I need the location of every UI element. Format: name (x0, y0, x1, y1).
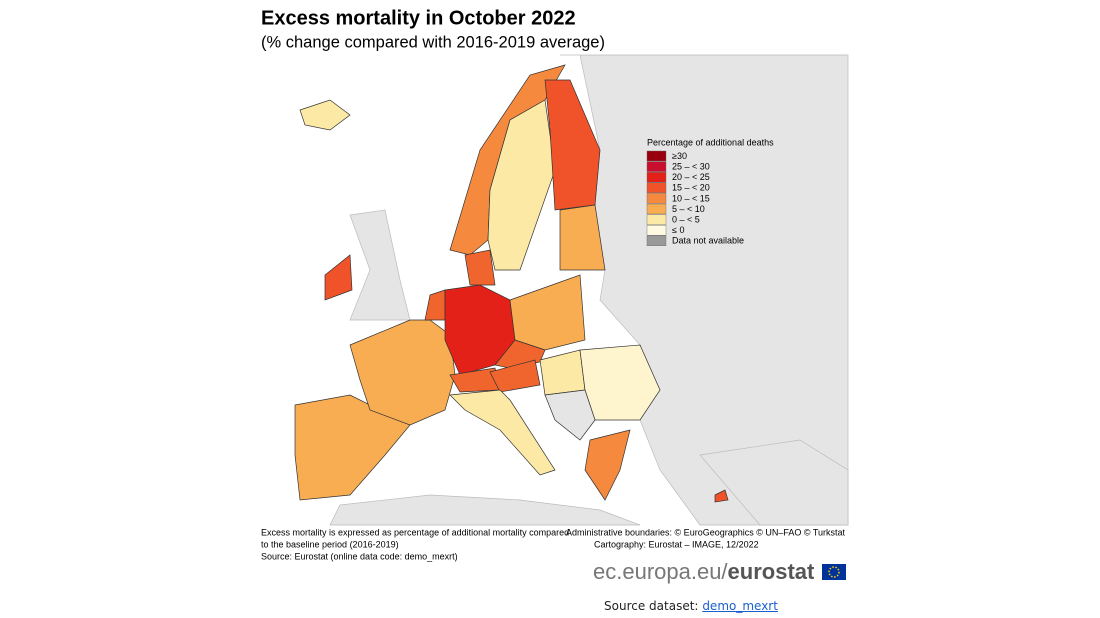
legend-swatch (646, 171, 667, 183)
legend-label: Data not available (672, 236, 744, 246)
legend-swatch (646, 182, 667, 194)
logo-domain: ec.europa.eu/ (593, 559, 728, 584)
note-line: Administrative boundaries: © EuroGeograp… (566, 527, 846, 537)
legend-label: 5 – < 10 (672, 204, 705, 214)
note-line: Source: Eurostat (online data code: demo… (261, 551, 458, 561)
legend-label: 25 – < 30 (672, 161, 710, 171)
legend-swatch (646, 161, 667, 172)
source: Source dataset: demo_mexrt (0, 599, 1100, 613)
source-link[interactable]: demo_mexrt (702, 599, 778, 613)
legend-label: 15 – < 20 (672, 183, 710, 193)
legend-label: ≤ 0 (672, 225, 684, 235)
legend-swatch (646, 203, 667, 215)
legend-label: 10 – < 15 (672, 193, 710, 203)
map-figure: Excess mortality in October 2022 (% chan… (261, 7, 849, 584)
note-line: to the baseline period (2016-2019) (261, 539, 399, 549)
legend-label: 0 – < 5 (672, 214, 700, 224)
eu-flag (822, 564, 846, 580)
legend-label: ≥30 (672, 151, 687, 161)
subtitle: (% change compared with 2016-2019 averag… (261, 33, 605, 51)
legend-swatch (646, 224, 667, 236)
note-line: Cartography: Eurostat – IMAGE, 12/2022 (594, 539, 759, 549)
legend-swatch (646, 214, 667, 225)
title: Excess mortality in October 2022 (261, 7, 576, 29)
note-line: Excess mortality is expressed as percent… (261, 527, 569, 537)
eu-stars (828, 566, 840, 578)
map (261, 54, 849, 526)
source-label: Source dataset: (604, 599, 699, 613)
notes: Excess mortality is expressed as percent… (261, 527, 846, 561)
legend-swatch (646, 150, 667, 162)
legend-title: Percentage of additional deaths (647, 137, 774, 147)
legend-swatch (646, 193, 667, 204)
legend-swatch (646, 235, 667, 247)
legend-label: 20 – < 25 (672, 172, 710, 182)
logo: ec.europa.eu/eurostat (593, 559, 815, 584)
logo-brand: eurostat (728, 559, 815, 584)
